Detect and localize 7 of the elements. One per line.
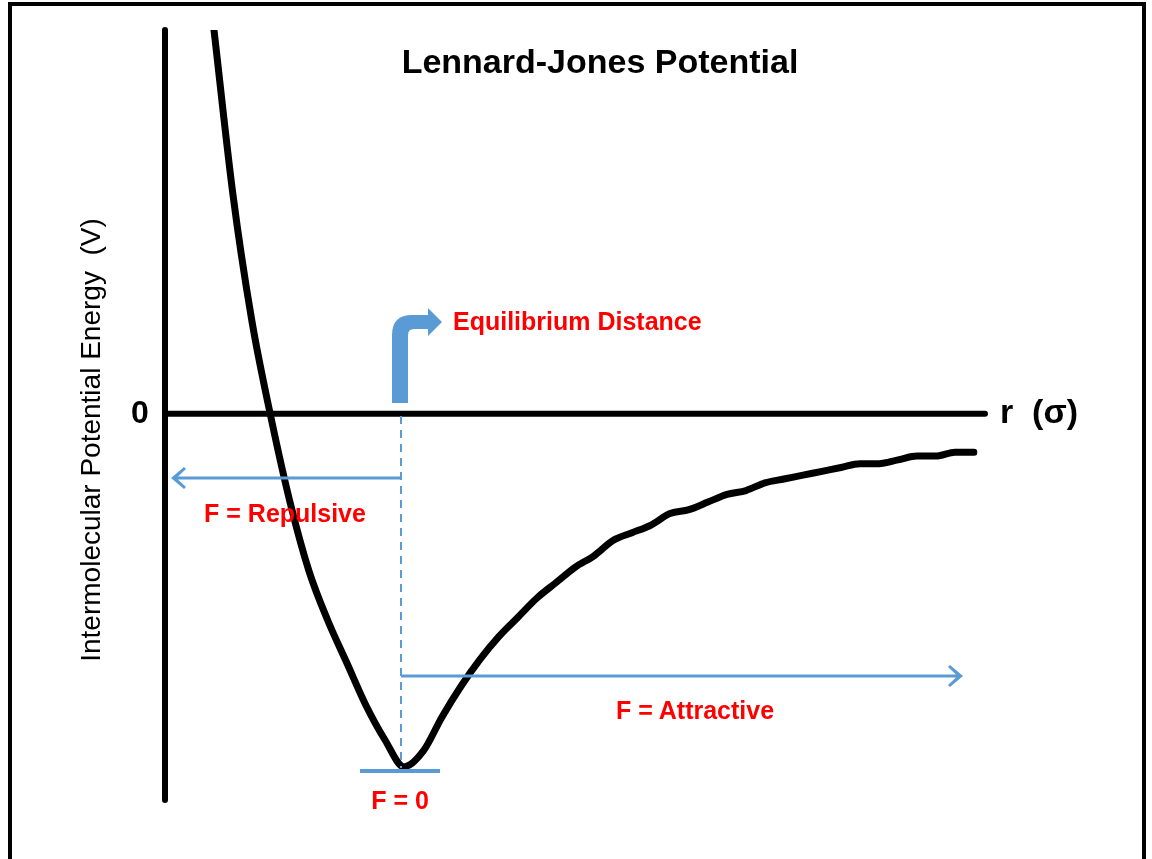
chart-title: Lennard-Jones Potential xyxy=(401,42,799,81)
x-axis-title: r (σ) xyxy=(1000,392,1079,431)
text: F = 0 xyxy=(371,785,429,814)
text: 0 xyxy=(131,393,149,430)
annotation: Equilibrium Distance xyxy=(453,306,702,335)
y-axis-title: Intermolecular Potential Energy (V) xyxy=(74,218,106,662)
annotation: F = Attractive xyxy=(615,695,775,724)
